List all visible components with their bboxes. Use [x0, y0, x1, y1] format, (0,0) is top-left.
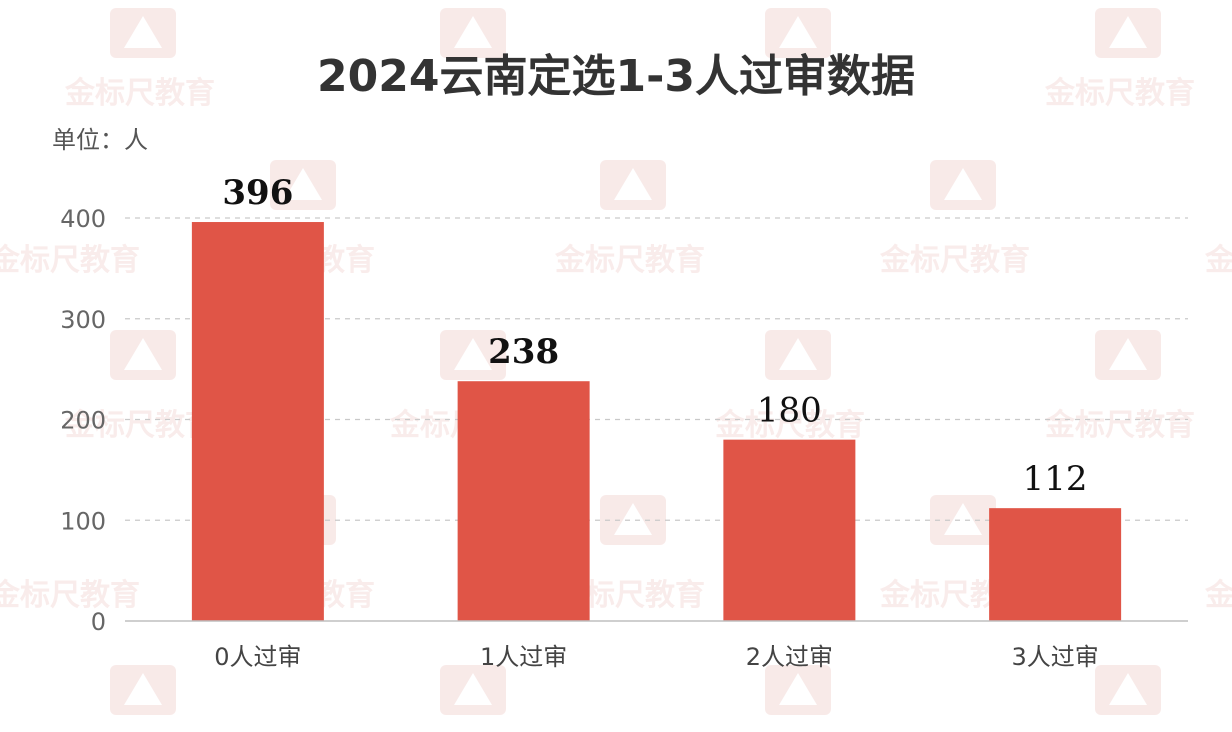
data-labels: 396 238 180 112	[222, 173, 1087, 499]
chart-title: 2024云南定选1-3人过审数据	[317, 51, 915, 102]
y-tick-label: 100	[60, 507, 106, 535]
y-tick-label: 0	[91, 608, 106, 636]
x-tick-label: 0人过审	[214, 643, 301, 671]
bar	[457, 381, 590, 621]
y-tick-label: 400	[60, 205, 106, 233]
grid-lines	[125, 217, 1188, 521]
y-tick-label: 300	[60, 306, 106, 334]
x-tick-label: 1人过审	[480, 643, 567, 671]
x-tick-label: 3人过审	[1011, 643, 1098, 671]
bar	[191, 222, 324, 621]
bars	[191, 222, 1122, 621]
y-tick-label: 200	[60, 407, 106, 435]
bar	[723, 439, 856, 621]
data-label: 112	[1023, 459, 1088, 499]
x-tick-label: 2人过审	[746, 643, 833, 671]
unit-label: 单位：人	[52, 126, 148, 154]
data-label: 238	[488, 332, 559, 372]
bar	[989, 508, 1122, 621]
axes: 0 100 200 300 400 0人过审 1人过审 2人过审 3人过审	[60, 205, 1188, 671]
data-label: 180	[757, 391, 822, 431]
data-label: 396	[222, 173, 293, 213]
